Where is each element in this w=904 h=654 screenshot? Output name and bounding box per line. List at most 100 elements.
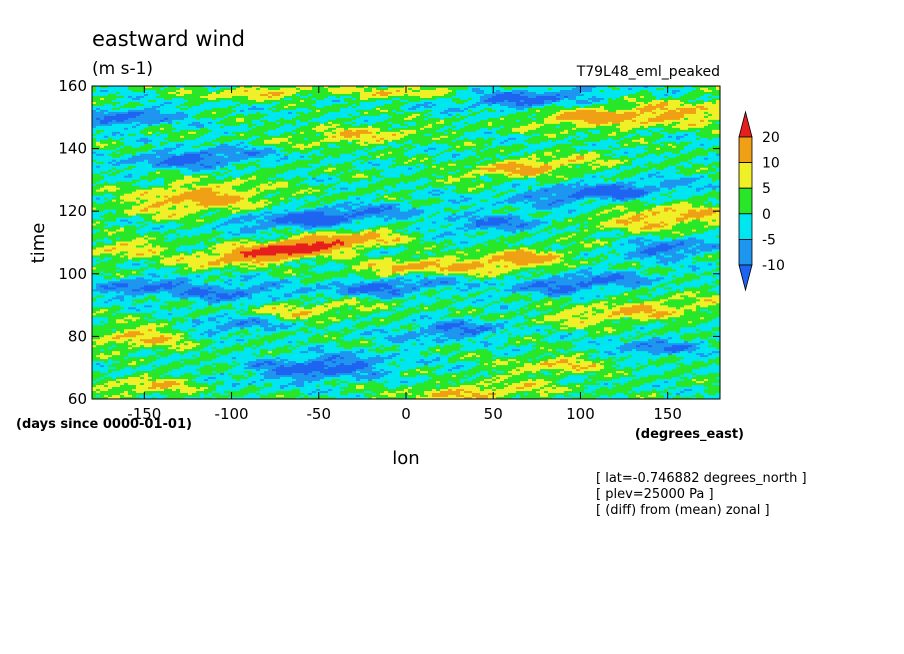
field-cell [704,93,713,97]
field-cell [528,103,533,107]
field-cell [240,215,261,219]
field-cell [692,86,717,89]
field-cell [648,175,653,179]
field-cell [368,119,385,123]
field-cell [676,269,693,272]
field-cell [664,93,669,97]
field-cell [224,281,229,284]
field-cell [356,149,365,153]
field-cell [112,155,121,159]
field-cell [516,111,557,115]
field-cell [284,209,289,213]
field-cell [344,161,353,165]
field-cell [124,133,129,137]
field-cell [460,295,469,298]
field-cell [144,133,153,137]
field-cell [580,229,585,233]
field-cell [184,135,201,139]
field-cell [700,285,717,288]
field-cell [688,123,697,127]
field-cell [116,147,121,151]
field-cell [584,105,601,109]
field-cell [148,243,153,247]
field-cell [292,275,297,278]
field-cell [104,197,109,201]
field-cell [528,223,541,227]
field-cell [376,197,389,201]
field-cell [184,111,201,115]
field-cell [104,287,117,290]
field-cell [224,117,237,121]
field-cell [416,131,445,135]
field-cell [104,213,129,217]
field-cell [432,185,445,189]
field-cell [280,263,285,267]
field-cell [252,225,277,229]
field-cell [116,269,121,272]
field-cell [272,181,277,185]
field-cell [276,253,289,257]
field-cell [220,261,225,265]
field-cell [456,125,465,129]
field-cell [708,151,717,155]
field-cell [96,137,109,141]
field-cell [180,121,193,125]
field-cell [576,147,613,151]
field-cell [544,251,549,255]
field-cell [248,225,253,229]
field-cell [372,177,385,181]
field-cell [324,303,345,306]
field-cell [248,161,257,165]
field-cell [488,123,493,127]
field-cell [512,245,549,249]
field-cell [180,245,209,249]
field-cell [216,209,221,213]
field-cell [380,163,393,167]
field-cell [656,295,673,298]
field-cell [444,247,457,251]
field-cell [260,213,265,217]
field-cell [292,307,297,310]
field-cell [108,137,113,141]
field-cell [608,257,625,261]
field-cell [628,207,653,211]
field-cell [404,161,409,165]
field-cell [596,261,601,265]
field-cell [332,121,345,125]
field-cell [336,187,341,191]
field-cell [308,151,321,155]
field-cell [136,229,169,233]
field-cell [284,263,301,267]
field-cell [272,107,277,111]
field-cell [644,203,649,207]
field-cell [696,137,701,141]
field-cell [144,243,149,247]
field-cell [520,173,537,177]
field-cell [92,159,97,163]
field-cell [244,283,261,286]
field-cell [576,97,589,101]
field-cell [192,185,217,189]
field-cell [296,273,301,276]
field-cell [348,303,357,306]
field-cell [576,127,621,131]
field-cell [236,117,245,121]
field-cell [396,161,405,165]
field-cell [260,87,269,91]
field-cell [712,219,717,223]
field-cell [708,113,713,117]
field-cell [600,273,613,276]
field-cell [588,183,597,187]
field-cell [356,159,365,163]
field-cell [508,213,513,217]
field-cell [208,207,229,211]
field-cell [376,269,381,272]
field-cell [276,127,297,131]
field-cell [392,127,421,131]
field-cell [460,135,533,139]
field-cell [308,243,313,247]
field-cell [184,183,193,187]
field-cell [104,245,137,249]
field-cell [600,129,621,133]
field-cell [364,89,373,93]
